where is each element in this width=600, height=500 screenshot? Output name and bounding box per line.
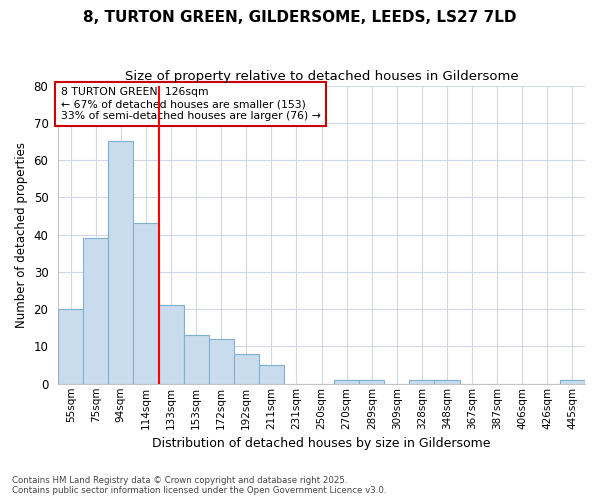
Bar: [259, 365, 284, 384]
Text: 8 TURTON GREEN: 126sqm
← 67% of detached houses are smaller (153)
33% of semi-de: 8 TURTON GREEN: 126sqm ← 67% of detached…: [61, 88, 320, 120]
Bar: [58, 309, 83, 384]
Bar: [359, 380, 384, 384]
Title: Size of property relative to detached houses in Gildersome: Size of property relative to detached ho…: [125, 70, 518, 83]
Bar: [158, 306, 184, 384]
Bar: [133, 224, 158, 384]
Text: 8, TURTON GREEN, GILDERSOME, LEEDS, LS27 7LD: 8, TURTON GREEN, GILDERSOME, LEEDS, LS27…: [83, 10, 517, 25]
Bar: [83, 238, 109, 384]
Bar: [560, 380, 585, 384]
Text: Contains HM Land Registry data © Crown copyright and database right 2025.
Contai: Contains HM Land Registry data © Crown c…: [12, 476, 386, 495]
Bar: [234, 354, 259, 384]
X-axis label: Distribution of detached houses by size in Gildersome: Distribution of detached houses by size …: [152, 437, 491, 450]
Bar: [109, 142, 133, 384]
Bar: [334, 380, 359, 384]
Bar: [209, 339, 234, 384]
Y-axis label: Number of detached properties: Number of detached properties: [15, 142, 28, 328]
Bar: [409, 380, 434, 384]
Bar: [434, 380, 460, 384]
Bar: [184, 336, 209, 384]
